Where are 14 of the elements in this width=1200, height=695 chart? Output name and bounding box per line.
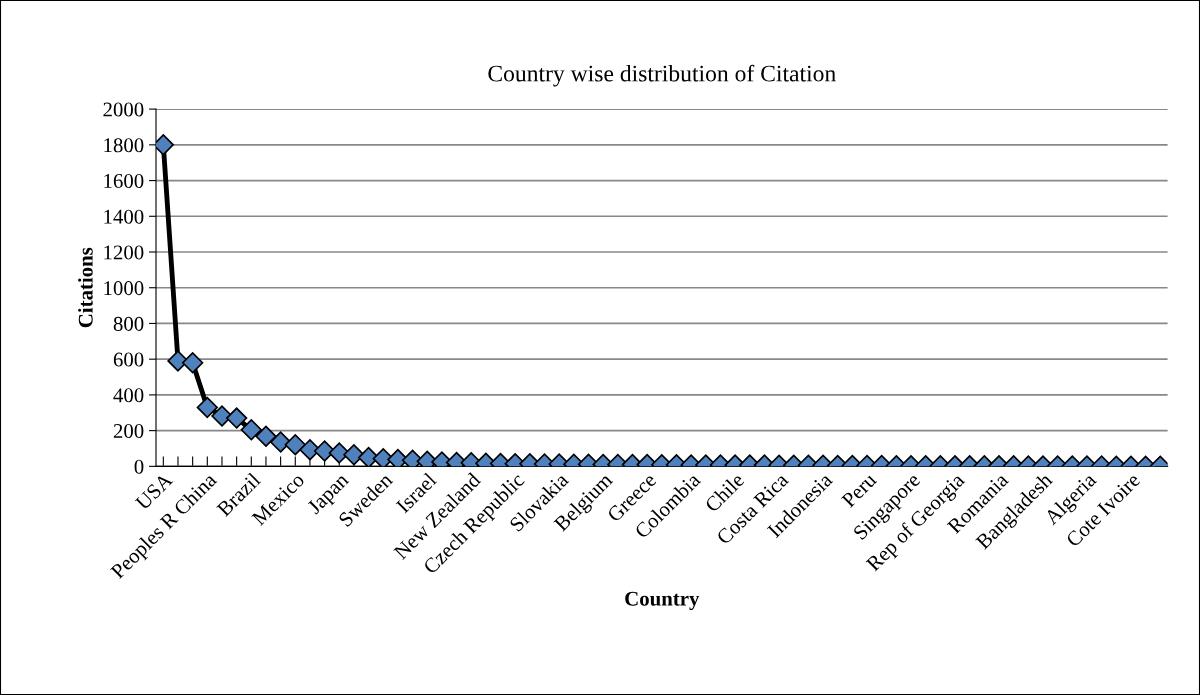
y-tick-label: 800 <box>113 316 144 331</box>
y-axis-title: Citations <box>78 247 93 328</box>
y-tick-label: 600 <box>113 352 144 367</box>
y-tick-label: 400 <box>113 388 144 403</box>
y-tick-label: 2000 <box>103 102 144 117</box>
y-tick-label: 1800 <box>104 138 144 153</box>
chart-title: Country wise distribution of Citation <box>488 64 836 87</box>
y-tick-label: 1400 <box>104 209 144 224</box>
x-axis-title: Country <box>625 591 700 610</box>
y-tick-label: 0 <box>134 459 144 474</box>
y-tick-label: 1600 <box>104 173 144 188</box>
y-tick-label: 1200 <box>104 245 144 260</box>
y-tick-label: 1000 <box>104 281 144 296</box>
y-tick-label: 200 <box>113 424 144 439</box>
